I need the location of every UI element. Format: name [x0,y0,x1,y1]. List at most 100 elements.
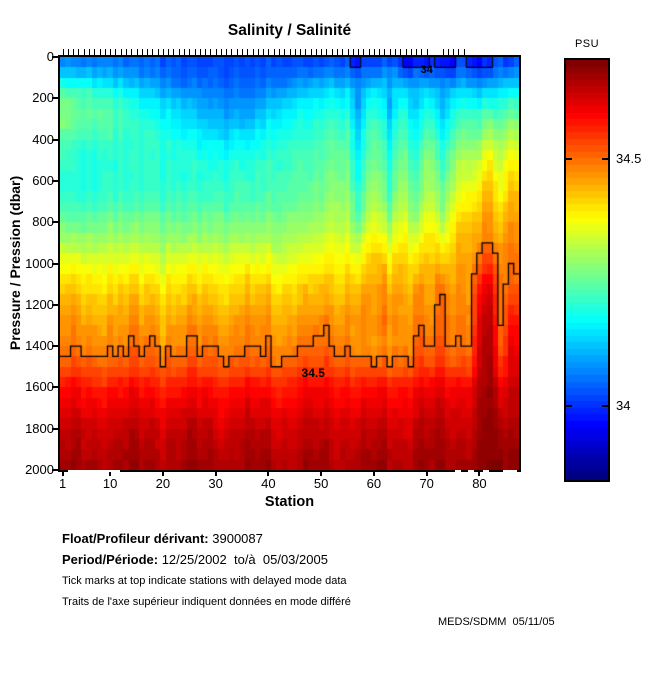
delayed-mode-tick [284,49,286,55]
delayed-mode-tick [363,49,365,55]
y-tick-label: 1800 [25,420,54,436]
y-tick-mark [52,386,58,389]
delayed-mode-tick [242,49,244,55]
delayed-mode-tick [321,49,323,55]
delayed-mode-tick [352,49,354,55]
delayed-mode-tick [115,49,117,55]
delayed-mode-tick [94,49,96,55]
delayed-mode-tick [379,49,381,55]
bottom-axis-gap [483,470,489,472]
delayed-mode-tick [273,49,275,55]
delayed-mode-tick [147,49,149,55]
y-tick-mark [52,221,58,224]
delayed-mode-tick [453,49,455,55]
delayed-mode-tick [141,49,143,55]
delayed-mode-tick [268,49,270,55]
delayed-mode-tick [236,49,238,55]
colorbar-tick-label: 34.5 [616,150,642,166]
delayed-mode-tick [157,49,159,55]
x-tick-label: 1 [59,476,67,491]
x-tick-mark [214,472,217,476]
delayed-mode-tick [421,49,423,55]
y-tick-label: 600 [32,172,54,188]
delayed-mode-tick [347,49,349,55]
y-tick-mark [52,56,58,58]
y-tick-mark [52,262,58,265]
y-tick-mark [52,97,58,100]
y-tick-mark [52,138,58,141]
delayed-mode-tick [120,49,122,55]
x-tick-mark [267,472,270,476]
float-id-value: 3900087 [208,531,263,546]
delayed-mode-tick [104,49,106,55]
delayed-mode-tick [131,49,133,55]
bottom-axis-gap [455,470,461,472]
y-tick-label: 800 [32,214,54,230]
delayed-mode-tick [257,49,259,55]
y-tick-label: 2000 [25,462,54,477]
delayed-mode-tick [326,49,328,55]
float-id-label: Float/Profileur dérivant: [62,531,209,546]
delayed-mode-tick [289,49,291,55]
delayed-mode-tick [226,49,228,55]
y-tick-mark [52,179,58,182]
delayed-mode-tick [231,49,233,55]
delayed-mode-tick [78,49,80,55]
delayed-mode-tick [215,49,217,55]
y-axis-label: Pressure / Pression (dbar) [7,175,23,351]
delayed-mode-tick [194,49,196,55]
x-tick-mark [109,472,112,476]
colorbar-tick-left [566,404,572,407]
x-tick-label: 20 [155,476,171,491]
delayed-mode-tick [368,49,370,55]
delayed-mode-tick [405,49,407,55]
colorbar-border [564,58,610,482]
y-tick-mark [52,427,58,430]
delayed-mode-tick [173,49,175,55]
delayed-mode-tick [189,49,191,55]
delayed-mode-tick [305,49,307,55]
delayed-mode-tick [463,49,465,55]
x-tick-mark [372,472,375,476]
colorbar-tick-label: 34 [616,397,631,413]
delayed-mode-tick [99,49,101,55]
delayed-mode-tick [89,49,91,55]
y-tick-label: 200 [32,90,54,106]
delayed-mode-tick [110,49,112,55]
delayed-mode-tick [252,49,254,55]
bottom-axis-gap [503,470,517,472]
delayed-mode-tick [358,49,360,55]
y-tick-label: 1000 [25,255,54,271]
delayed-mode-tick [220,49,222,55]
delayed-mode-tick [315,49,317,55]
contour-label: 34.5 [301,365,325,380]
colorbar-tick-left [566,157,572,160]
x-tick-mark [478,472,481,476]
x-tick-label: 40 [261,476,276,491]
delayed-mode-tick [331,49,333,55]
x-tick-label: 70 [419,476,434,491]
delayed-mode-tick [247,49,249,55]
x-tick-label: 60 [366,476,382,491]
delayed-mode-tick [458,49,460,55]
x-tick-mark [425,472,428,476]
colorbar-unit-label: PSU [574,38,600,50]
delayed-mode-tick [152,49,154,55]
float-id-line: Float/Profileur dérivant: 3900087 [62,531,263,546]
delayed-mode-tick [395,49,397,55]
chart-title: Salinity / Salinité [227,22,352,39]
x-tick-label: 10 [102,476,118,491]
period-value: 12/25/2002 to/à 05/03/2005 [158,552,328,567]
x-tick-mark [320,472,323,476]
delayed-mode-tick [162,49,164,55]
x-tick-mark [61,472,64,476]
delayed-mode-tick [310,49,312,55]
delayed-mode-tick [373,49,375,55]
period-line: Period/Période: 12/25/2002 to/à 05/03/20… [62,552,328,567]
delayed-mode-tick [400,49,402,55]
delayed-mode-tick [384,49,386,55]
delayed-mode-tick [389,49,391,55]
bottom-axis-gap [468,470,474,472]
credit-line: MEDS/SDMM 05/11/05 [438,616,555,628]
